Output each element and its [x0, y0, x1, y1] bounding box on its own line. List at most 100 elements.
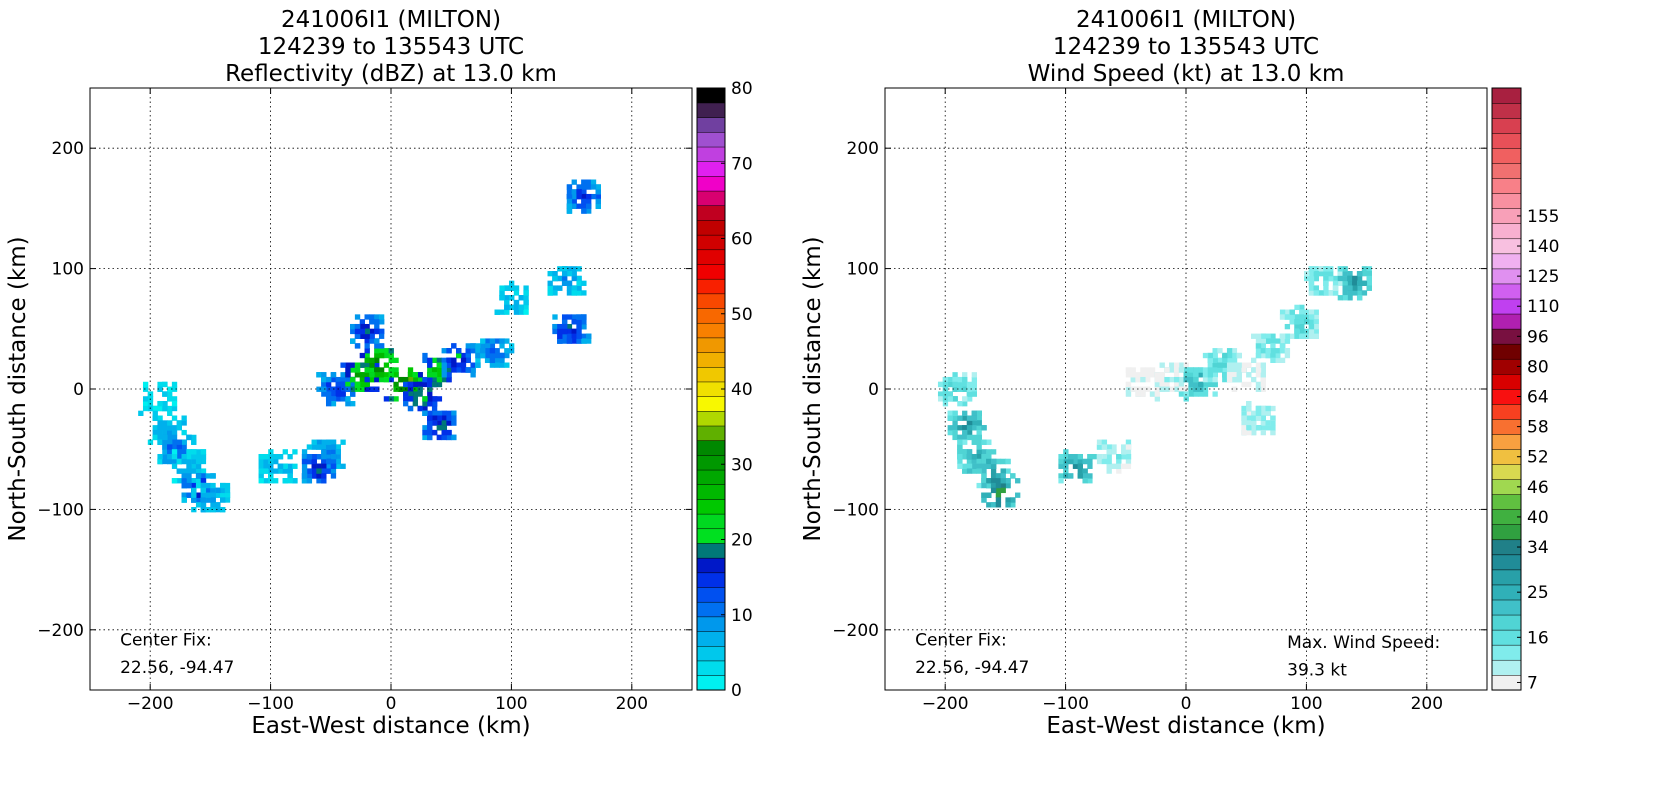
echo-cell — [321, 473, 327, 479]
echo-cell — [995, 487, 1002, 494]
echo-cell — [995, 502, 1002, 508]
echo-cell — [962, 401, 968, 407]
echo-cell — [1361, 266, 1368, 272]
echo-cell — [374, 323, 380, 330]
echo-cell — [962, 381, 968, 388]
echo-cell — [523, 290, 529, 296]
echo-cell — [330, 391, 337, 397]
echo-cell — [417, 381, 423, 388]
echo-cell — [176, 454, 183, 460]
echo-cell — [369, 319, 375, 325]
y-tick-label: 100 — [52, 260, 84, 280]
echo-cell — [470, 367, 476, 373]
echo-cell — [576, 266, 582, 272]
echo-cell — [441, 425, 447, 431]
echo-cell — [1279, 348, 1286, 354]
echo-cell — [340, 439, 346, 445]
echo-cell — [350, 362, 356, 368]
echo-cell — [427, 391, 433, 397]
echo-cell — [1005, 458, 1011, 465]
colorbar-bin — [1491, 539, 1522, 556]
echo-cell — [1246, 425, 1252, 431]
echo-cell — [451, 434, 457, 441]
echo-cell — [330, 458, 337, 465]
echo-cell — [1279, 343, 1286, 349]
echo-cell — [157, 458, 163, 465]
echo-cell — [557, 323, 563, 330]
echo-cell — [1241, 405, 1247, 412]
echo-cell — [215, 487, 221, 494]
echo-cell — [306, 468, 313, 474]
echo-cell — [306, 473, 313, 479]
echo-cell — [523, 295, 529, 301]
echo-cell — [1101, 439, 1108, 445]
echo-cell — [431, 396, 438, 402]
echo-cell — [1299, 314, 1305, 320]
echo-cell — [258, 478, 264, 484]
chart-title-line: Wind Speed (kt) at 13.0 km — [1028, 61, 1345, 87]
echo-cell — [369, 376, 375, 383]
echo-cell — [325, 381, 332, 388]
echo-cell — [990, 463, 997, 469]
echo-cell — [465, 348, 471, 354]
colorbar-tick-label: 110 — [1527, 297, 1559, 317]
echo-cell — [210, 473, 216, 479]
echo-cell — [1217, 367, 1223, 373]
echo-cell — [441, 367, 447, 373]
echo-cell — [412, 376, 418, 383]
echo-cell — [566, 333, 573, 339]
echo-cell — [1275, 352, 1281, 359]
echo-cell — [1000, 458, 1006, 465]
echo-cell — [571, 338, 577, 344]
echo-cell — [374, 314, 380, 320]
echo-cell — [1308, 290, 1315, 296]
echo-cell — [287, 478, 293, 484]
echo-cell — [1347, 280, 1353, 286]
echo-cell — [311, 463, 317, 469]
echo-cell — [388, 348, 394, 354]
echo-cell — [957, 381, 963, 388]
echo-cell — [1260, 338, 1266, 344]
echo-cell — [1236, 372, 1242, 378]
echo-cell — [417, 386, 423, 392]
echo-cell — [282, 463, 288, 469]
colorbar-bin — [696, 146, 726, 162]
echo-cell — [1140, 367, 1146, 373]
echo-cell — [1226, 352, 1233, 359]
echo-cell — [171, 415, 178, 421]
echo-cell — [451, 362, 457, 368]
echo-cell — [330, 439, 337, 445]
echo-cell — [186, 473, 192, 479]
echo-cell — [1159, 372, 1165, 378]
echo-cell — [330, 396, 337, 402]
echo-cell — [171, 405, 178, 412]
echo-cell — [952, 415, 958, 421]
echo-cell — [277, 468, 284, 474]
echo-cell — [369, 333, 375, 339]
echo-cell — [952, 376, 958, 383]
echo-cell — [446, 376, 452, 383]
echo-cell — [321, 386, 327, 392]
echo-cell — [1308, 328, 1315, 335]
echo-cell — [427, 386, 433, 392]
echo-cell — [586, 203, 592, 209]
echo-cell — [171, 454, 178, 460]
echo-cell — [354, 323, 361, 330]
echo-cell — [171, 434, 178, 441]
colorbar-bin — [696, 675, 726, 691]
echo-cell — [1294, 304, 1300, 311]
echo-cell — [1173, 372, 1180, 378]
echo-cell — [1111, 449, 1117, 455]
echo-cell — [1342, 285, 1348, 291]
echo-cell — [350, 367, 356, 373]
echo-cell — [1159, 386, 1165, 392]
echo-cell — [205, 487, 211, 494]
echo-cell — [364, 348, 370, 354]
echo-cell — [1068, 458, 1074, 465]
echo-cell — [1337, 295, 1344, 301]
echo-cell — [176, 444, 183, 450]
echo-cell — [971, 415, 978, 421]
echo-cell — [407, 396, 414, 402]
echo-cell — [1145, 376, 1151, 383]
colorbar-tick-label: 60 — [731, 230, 753, 250]
